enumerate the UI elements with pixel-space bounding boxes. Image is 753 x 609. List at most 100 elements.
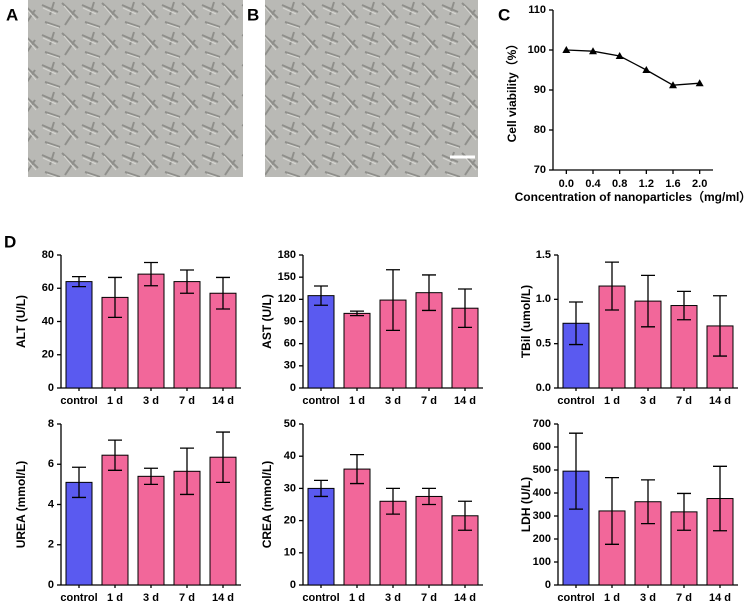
y-tick-label: 20 [42,349,54,361]
y-tick-label: 6 [48,458,54,470]
y-tick-label: 400 [533,487,551,499]
error-bar [422,487,436,506]
y-tick-label: 1.0 [536,293,551,305]
y-axis-label: AST (U/L) [260,294,274,349]
error-bar [350,453,364,485]
y-tick-label: 300 [533,510,551,522]
error-bar [180,447,194,496]
x-tick-label: 14 d [709,395,731,407]
x-tick-label: 3 d [640,592,656,604]
bar [598,285,626,389]
y-tick-label: 90 [284,315,296,327]
line [566,49,700,86]
x-tick-label: 3 d [385,395,401,407]
x-tick-label: 14 d [212,395,234,407]
error-bar [677,290,691,321]
y-tick-label: 120 [278,293,296,305]
error-bar [713,465,727,532]
x-tick-label: 0.0 [559,178,574,190]
y-tick-label: 60 [42,282,54,294]
x-tick-label: 1 d [349,592,365,604]
y-tick-label: 200 [533,533,551,545]
error-bar [314,479,328,498]
y-tick-label: 80 [42,249,54,261]
bar [307,295,335,389]
x-tick-label: control [60,395,97,407]
y-tick-label: 180 [278,249,296,261]
y-tick-label: 600 [533,441,551,453]
y-tick-label: 0.5 [536,338,551,350]
error-bar [72,466,86,499]
y-axis-label: ALT (U/L) [14,295,28,348]
y-tick-label: 100 [528,44,546,56]
error-bar [108,439,122,471]
x-tick-label: control [557,592,594,604]
marker [669,81,677,89]
y-tick-label: 0 [290,382,296,394]
y-tick-label: 40 [42,315,54,327]
x-tick-label: 0.4 [585,178,601,190]
error-bar [569,301,583,346]
error-bar [216,431,230,484]
x-tick-label: 7 d [421,592,437,604]
bar [137,475,165,586]
x-tick-label: 3 d [640,395,656,407]
y-tick-label: 2 [48,539,54,551]
bar [137,273,165,389]
bar [307,487,335,586]
panel-label: B [247,5,259,24]
error-bar [350,310,364,317]
y-tick-label: 30 [284,360,296,372]
x-tick-label: 7 d [676,592,692,604]
y-tick-label: 50 [284,418,296,430]
y-tick-label: 0 [48,382,54,394]
y-tick-label: 500 [533,464,551,476]
bar [415,495,443,586]
error-bar [605,261,619,311]
error-bar [386,487,400,515]
error-bar [422,274,436,312]
x-tick-label: 1.2 [639,178,654,190]
y-tick-label: 10 [284,547,296,559]
x-tick-label: 0.8 [612,178,627,190]
marker [642,66,651,73]
y-tick-label: 0 [48,579,54,591]
x-tick-label: 7 d [676,395,692,407]
y-tick-label: 4 [48,498,55,510]
x-tick-label: 1 d [349,395,365,407]
micrograph-b [265,0,478,177]
y-tick-label: 0.0 [536,382,551,394]
panel-label: C [498,5,510,24]
x-tick-label: 1.6 [665,178,680,190]
y-tick-label: 80 [534,124,546,136]
y-axis-label: LDH (U/L) [519,477,533,532]
y-tick-label: 70 [534,164,546,176]
error-bar [144,261,158,287]
y-tick-label: 1.5 [536,249,551,261]
error-bar [605,476,619,545]
panel-label: A [6,5,18,24]
x-tick-label: 7 d [179,395,195,407]
micrograph-a [28,0,243,177]
bar [379,500,407,586]
x-tick-label: control [302,592,339,604]
x-tick-label: 14 d [454,592,476,604]
x-tick-label: control [557,395,594,407]
error-bar [569,432,583,510]
y-axis-label: CREA (mmol/L) [260,461,274,549]
bar [173,281,201,389]
x-tick-label: 3 d [143,395,159,407]
error-bar [314,285,328,306]
x-tick-label: 1 d [604,395,620,407]
error-bar [386,269,400,332]
error-bar [108,276,122,318]
y-axis-label: UREA (mmol/L) [14,461,28,549]
marker [695,79,704,87]
y-axis-label: TBil (umol/L) [519,285,533,358]
x-tick-label: 7 d [179,592,195,604]
x-tick-label: 2.0 [692,178,707,190]
marker [562,46,571,53]
error-bar [216,276,230,310]
error-bar [677,492,691,531]
bar [343,468,371,586]
